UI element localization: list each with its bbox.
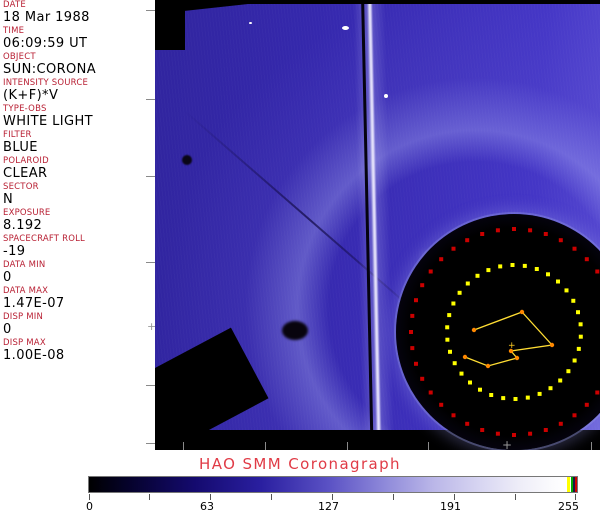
metadata-value: -19 [3,244,26,259]
metadata-value: WHITE LIGHT [3,114,94,129]
colorbar-ticks [88,494,578,501]
metadata-value: SUN:CORONA [3,62,97,77]
metadata-label: DATA MIN [3,260,46,270]
bright-speck [384,94,388,98]
axis-crosshair-icon [502,440,512,450]
frame-corner [155,0,600,4]
metadata-value: 1.47E-07 [3,296,65,311]
metadata-value: 18 Mar 1988 [3,10,90,25]
frame-corner [155,0,185,50]
colorbar-label: 63 [200,500,214,513]
metadata-value: 8.192 [3,218,43,233]
metadata-entry: DATA MIN 0 [0,260,146,285]
colorbar-band-dark [573,477,575,492]
metadata-label: INTENSITY SOURCE [3,78,89,88]
metadata-value: CLEAR [3,166,48,181]
metadata-label: DATA MAX [3,286,49,296]
colorbar[interactable]: 0 63 127 191 255 [86,476,579,513]
axis-tick [183,442,184,450]
vertical-axis [146,0,155,451]
metadata-label: TYPE-OBS [3,104,47,114]
metadata-value: (K+F)*V [3,88,59,103]
metadata-entry: DISP MAX 1.00E-08 [0,338,146,363]
metadata-entry: TIME 06:09:59 UT [0,26,146,51]
metadata-entry: DISP MIN 0 [0,312,146,337]
colorbar-label: 255 [558,500,579,513]
colorbar-band-white [570,477,571,492]
sky-field: + [155,0,600,450]
metadata-label: DISP MAX [3,338,46,348]
metadata-entry: SPACECRAFT ROLL -19 [0,234,146,259]
metadata-label: SPACECRAFT ROLL [3,234,85,244]
metadata-entry: FILTER BLUE [0,130,146,155]
metadata-value: 0 [3,270,12,285]
colorbar-labels: 0 63 127 191 255 [86,500,579,513]
metadata-label: EXPOSURE [3,208,51,218]
metadata-value: 1.00E-08 [3,348,65,363]
axis-tick [146,176,155,177]
metadata-value: BLUE [3,140,38,155]
axis-tick [146,10,155,11]
coronagraph-image[interactable]: + [155,0,600,450]
metadata-label: TIME [3,26,25,36]
colorbar-band-red [575,477,577,492]
metadata-label: DATE [3,0,26,10]
bright-speck [249,22,252,24]
metadata-entry: TYPE-OBS WHITE LIGHT [0,104,146,129]
colorbar-label: 191 [440,500,461,513]
metadata-sidebar: DATE 18 Mar 1988 TIME 06:09:59 UT OBJECT… [0,0,146,451]
metadata-entry: SECTOR N [0,182,146,207]
axis-tick [347,442,348,450]
axis-tick [146,262,155,263]
axis-tick [265,442,266,450]
metadata-entry: DATA MAX 1.47E-07 [0,286,146,311]
metadata-entry: POLAROID CLEAR [0,156,146,181]
colorbar-label: 0 [86,500,93,513]
colorbar-label: 127 [318,500,339,513]
occulter-artifact [282,321,308,340]
metadata-value: 06:09:59 UT [3,36,88,51]
bright-speck [342,26,349,30]
colorbar-band-green [571,477,573,492]
axis-tick [591,442,592,450]
page-title: HAO SMM Coronagraph [199,455,401,473]
axis-tick [146,385,155,386]
metadata-label: POLAROID [3,156,49,166]
colorbar-ramp[interactable] [88,476,578,493]
axis-tick [428,442,429,450]
metadata-label: SECTOR [3,182,39,192]
metadata-entry: DATE 18 Mar 1988 [0,0,146,25]
axis-tick [146,99,155,100]
metadata-entry: INTENSITY SOURCE (K+F)*V [0,78,146,103]
colorbar-band-yellow [567,477,570,492]
axis-tick [146,443,155,444]
metadata-label: FILTER [3,130,32,140]
dark-speck [182,155,192,165]
metadata-value: N [3,192,14,207]
colorbar-gradient [89,477,567,492]
metadata-entry: OBJECT SUN:CORONA [0,52,146,77]
metadata-value: 0 [3,322,12,337]
metadata-label: DISP MIN [3,312,44,322]
metadata-entry: EXPOSURE 8.192 [0,208,146,233]
metadata-label: OBJECT [3,52,36,62]
